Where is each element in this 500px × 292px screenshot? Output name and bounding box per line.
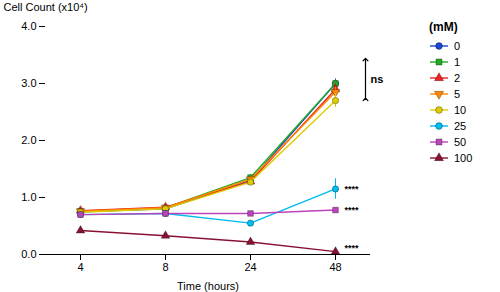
svg-text:ns: ns: [371, 73, 384, 85]
html-text:10: 10: [454, 104, 467, 116]
svg-text:3.0: 3.0: [21, 77, 36, 89]
html-text:100: 100: [454, 152, 473, 164]
svg-text:Cell Count (x10⁴): Cell Count (x10⁴): [4, 1, 88, 13]
html-text:5: 5: [454, 88, 461, 100]
svg-text:1.0: 1.0: [21, 191, 36, 203]
svg-text:4: 4: [77, 261, 83, 273]
svg-text:****: ****: [345, 184, 360, 194]
svg-text:Time (hours): Time (hours): [177, 280, 239, 292]
html-text:0: 0: [454, 40, 461, 52]
svg-text:****: ****: [345, 243, 360, 253]
html-text:1: 1: [454, 56, 461, 68]
svg-text:8: 8: [162, 261, 168, 273]
html-text:2: 2: [454, 72, 461, 84]
html-text:(mM): (mM): [429, 20, 458, 34]
svg-text:2.0: 2.0: [21, 134, 36, 146]
html-text:25: 25: [454, 120, 467, 132]
svg-text:4.0: 4.0: [21, 20, 36, 32]
svg-text:24: 24: [244, 261, 256, 273]
svg-text:0.0: 0.0: [21, 248, 36, 260]
html-text:50: 50: [454, 136, 467, 148]
svg-text:48: 48: [329, 261, 341, 273]
svg-text:****: ****: [345, 205, 360, 215]
